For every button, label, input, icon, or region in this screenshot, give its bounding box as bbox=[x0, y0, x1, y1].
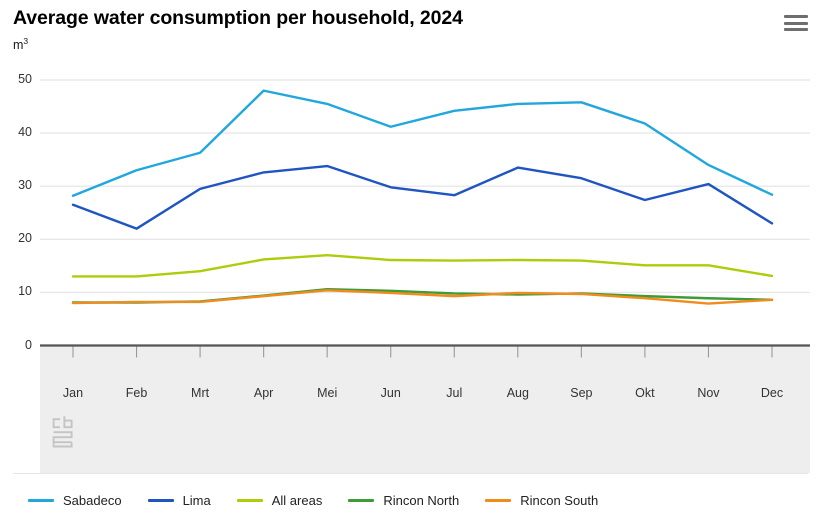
legend-label-lima: Lima bbox=[182, 492, 211, 508]
series-lines-group bbox=[71, 89, 774, 305]
legend-band bbox=[13, 473, 808, 528]
y-tick-label-10: 10 bbox=[18, 284, 32, 299]
x-tick-label-jan: Jan bbox=[62, 386, 84, 400]
series-line-sabadeco[interactable] bbox=[71, 89, 774, 197]
chart-legend: Sabadeco Lima All areas Rincon North Rincon … bbox=[28, 488, 624, 512]
x-tick-label-okt: Okt bbox=[635, 386, 655, 400]
series-line-all-areas[interactable] bbox=[71, 254, 774, 278]
unit-exponent: 3 bbox=[23, 35, 29, 46]
legend-item-lima[interactable]: Lima bbox=[147, 492, 211, 508]
y-tick-label-20: 20 bbox=[18, 231, 32, 246]
legend-item-rincon-north[interactable]: Rincon North bbox=[348, 493, 459, 508]
x-axis-band bbox=[40, 346, 810, 473]
gridlines-group bbox=[40, 79, 810, 294]
x-tick-label-aug: Aug bbox=[506, 386, 529, 400]
y-tick-label-50: 50 bbox=[18, 72, 32, 86]
x-tick-label-sep: Sep bbox=[570, 386, 593, 400]
series-line-rincon-north[interactable] bbox=[71, 288, 774, 304]
series-line-rincon-south[interactable] bbox=[71, 289, 774, 305]
x-tick-label-feb: Feb bbox=[125, 386, 148, 400]
y-tick-label-30: 30 bbox=[18, 178, 32, 193]
x-tick-label-mrt: Mrt bbox=[191, 386, 210, 400]
hamburger-menu-icon[interactable] bbox=[784, 13, 808, 33]
legend-swatch-rincon-south bbox=[485, 498, 512, 502]
series-line-lima[interactable] bbox=[71, 164, 774, 230]
x-tick-label-mei: Mei bbox=[317, 386, 338, 400]
legend-swatch-sabadeco bbox=[28, 498, 54, 502]
menu-bar-2 bbox=[784, 21, 808, 25]
legend-label-sabadeco: Sabadeco bbox=[63, 492, 122, 508]
x-tick-label-apr: Apr bbox=[253, 386, 274, 400]
legend-label-rincon-south: Rincon South bbox=[520, 492, 599, 508]
legend-item-all-areas[interactable]: All areas bbox=[236, 492, 323, 508]
cbs-logo bbox=[52, 416, 73, 448]
x-tick-label-jul: Jul bbox=[446, 386, 463, 400]
legend-swatch-rincon-north bbox=[348, 498, 375, 502]
y-tick-label-40: 40 bbox=[18, 125, 32, 140]
chart-title: Average water consumption per household,… bbox=[13, 7, 463, 29]
x-tick-label-dec: Dec bbox=[760, 386, 784, 400]
legend-swatch-all-areas bbox=[236, 498, 263, 502]
menu-bar-3 bbox=[784, 28, 808, 31]
y-axis-unit-label: m3 bbox=[13, 35, 29, 52]
legend-item-sabadeco[interactable]: Sabadeco bbox=[28, 493, 122, 508]
x-tick-label-nov: Nov bbox=[697, 386, 720, 400]
legend-item-rincon-south[interactable]: Rincon South bbox=[485, 493, 598, 508]
y-tick-label-0: 0 bbox=[25, 337, 32, 352]
x-tick-label-jun: Jun bbox=[380, 386, 401, 400]
legend-label-all-areas: All areas bbox=[271, 492, 323, 508]
unit-value: m bbox=[13, 38, 24, 52]
legend-label-rincon-north: Rincon North bbox=[383, 492, 460, 508]
menu-bar-1 bbox=[784, 15, 808, 18]
legend-swatch-lima bbox=[147, 498, 174, 502]
